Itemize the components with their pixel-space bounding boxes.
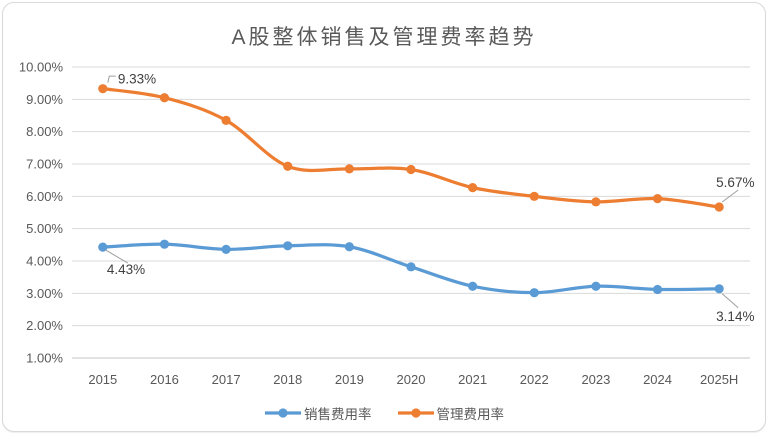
x-axis-tick-label: 2017 bbox=[212, 372, 241, 387]
series-marker-管理费用率 bbox=[344, 164, 354, 174]
series-marker-管理费用率 bbox=[529, 191, 539, 201]
data-label: 3.14% bbox=[716, 309, 754, 324]
series-marker-销售费用率 bbox=[221, 244, 231, 254]
legend-line-marker-icon bbox=[265, 408, 301, 418]
series-marker-销售费用率 bbox=[344, 242, 354, 252]
x-axis-tick-label: 2021 bbox=[458, 372, 487, 387]
x-axis-tick-label: 2018 bbox=[273, 372, 302, 387]
legend-marker bbox=[278, 408, 288, 418]
legend-label: 管理费用率 bbox=[436, 407, 505, 422]
y-axis-tick-label: 7.00% bbox=[26, 157, 63, 172]
x-axis-tick-label: 2025H bbox=[700, 372, 738, 387]
series-marker-销售费用率 bbox=[652, 284, 663, 295]
data-label: 9.33% bbox=[118, 72, 156, 87]
series-marker-管理费用率 bbox=[159, 93, 170, 103]
legend-marker bbox=[410, 408, 421, 418]
y-axis-tick-label: 4.00% bbox=[26, 254, 63, 269]
chart-title: A股整体销售及管理费率趋势 bbox=[231, 26, 537, 49]
data-label-leader bbox=[721, 293, 739, 309]
series-marker-管理费用率 bbox=[221, 115, 231, 125]
data-label-leader bbox=[721, 189, 739, 203]
y-axis-tick-label: 5.00% bbox=[26, 221, 63, 236]
y-axis-tick-label: 8.00% bbox=[26, 124, 63, 139]
series-marker-销售费用率 bbox=[468, 281, 478, 291]
legend-item-管理费用率: 管理费用率 bbox=[397, 403, 505, 423]
y-axis-tick-label: 3.00% bbox=[26, 286, 63, 301]
data-label: 4.43% bbox=[107, 262, 145, 277]
x-axis-tick-label: 2016 bbox=[150, 372, 179, 387]
series-marker-管理费用率 bbox=[714, 202, 724, 212]
series-marker-管理费用率 bbox=[652, 193, 663, 204]
x-axis-tick-label: 2020 bbox=[397, 372, 426, 387]
y-axis-tick-label: 1.00% bbox=[26, 351, 63, 366]
x-axis-tick-label: 2019 bbox=[335, 372, 364, 387]
series-marker-管理费用率 bbox=[406, 164, 416, 175]
series-marker-管理费用率 bbox=[98, 84, 108, 94]
series-marker-管理费用率 bbox=[591, 197, 601, 207]
series-line-管理费用率 bbox=[101, 87, 721, 209]
y-axis-tick-label: 6.00% bbox=[26, 189, 63, 204]
y-axis-tick-label: 9.00% bbox=[26, 92, 63, 107]
x-axis-tick-label: 2023 bbox=[581, 372, 610, 387]
legend-label: 销售费用率 bbox=[304, 407, 372, 422]
y-axis-tick-label: 10.00% bbox=[19, 60, 64, 75]
series-marker-销售费用率 bbox=[98, 242, 108, 252]
series-marker-销售费用率 bbox=[159, 239, 170, 249]
data-label: 5.67% bbox=[716, 175, 754, 190]
x-axis-tick-label: 2022 bbox=[520, 372, 549, 387]
y-axis-tick-label: 2.00% bbox=[26, 318, 63, 333]
legend-line-marker-icon bbox=[397, 408, 434, 418]
x-axis-tick-label: 2024 bbox=[643, 372, 672, 387]
series-marker-销售费用率 bbox=[283, 241, 293, 251]
chart-frame: A股整体销售及管理费率趋势 bbox=[2, 2, 766, 432]
chart-legend: 销售费用率 管理费用率 bbox=[0, 403, 769, 423]
series-marker-销售费用率 bbox=[529, 288, 539, 298]
series-marker-管理费用率 bbox=[283, 161, 293, 171]
x-axis-tick-label: 2015 bbox=[88, 372, 117, 387]
series-marker-管理费用率 bbox=[468, 183, 478, 193]
series-marker-销售费用率 bbox=[406, 262, 416, 272]
series-marker-销售费用率 bbox=[714, 284, 724, 294]
series-marker-销售费用率 bbox=[591, 281, 601, 291]
data-label-leader bbox=[105, 249, 129, 264]
data-label-leader bbox=[107, 75, 116, 83]
legend-item-销售费用率: 销售费用率 bbox=[265, 403, 372, 423]
